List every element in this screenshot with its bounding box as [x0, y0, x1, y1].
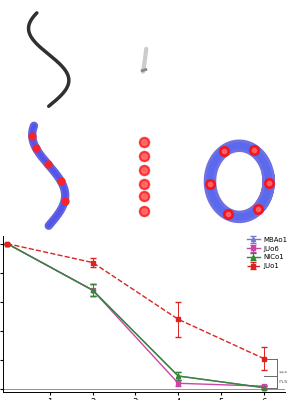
Text: F: F — [196, 121, 202, 130]
Text: D: D — [6, 121, 12, 130]
Text: n.s.: n.s. — [279, 379, 288, 384]
Text: B: B — [102, 5, 108, 14]
Text: A: A — [7, 5, 12, 14]
Legend: MBAo1, JUo6, NICo1, JUo1: MBAo1, JUo6, NICo1, JUo1 — [247, 237, 287, 269]
Text: ***: *** — [279, 370, 288, 376]
Text: E: E — [101, 121, 106, 130]
Text: C: C — [197, 5, 203, 14]
